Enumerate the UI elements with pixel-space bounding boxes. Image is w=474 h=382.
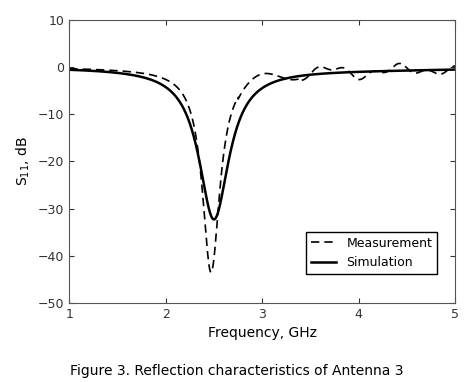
Simulation [215, 212, 220, 217]
Simulation [403, 68, 409, 73]
Simulation [445, 67, 450, 72]
Simulation [211, 217, 217, 222]
Simulation [66, 68, 72, 72]
Measurement [110, 68, 116, 73]
Simulation [133, 73, 139, 78]
Simulation [452, 67, 458, 72]
Measurement [403, 65, 409, 70]
X-axis label: Frequency, GHz: Frequency, GHz [208, 326, 317, 340]
Simulation [110, 70, 116, 75]
Measurement [66, 66, 72, 71]
Measurement [231, 104, 237, 108]
Y-axis label: S$_{11}$, dB: S$_{11}$, dB [15, 136, 32, 186]
Simulation [231, 135, 237, 139]
Line: Measurement: Measurement [69, 63, 455, 272]
Measurement [452, 63, 458, 68]
Measurement [133, 70, 139, 75]
Measurement [215, 218, 220, 222]
Measurement [208, 270, 214, 275]
Legend: Measurement, Simulation: Measurement, Simulation [306, 232, 437, 274]
Text: Figure 3. Reflection characteristics of Antenna 3: Figure 3. Reflection characteristics of … [70, 364, 404, 378]
Line: Simulation: Simulation [69, 70, 455, 219]
Measurement [397, 61, 402, 66]
Measurement [445, 68, 450, 73]
